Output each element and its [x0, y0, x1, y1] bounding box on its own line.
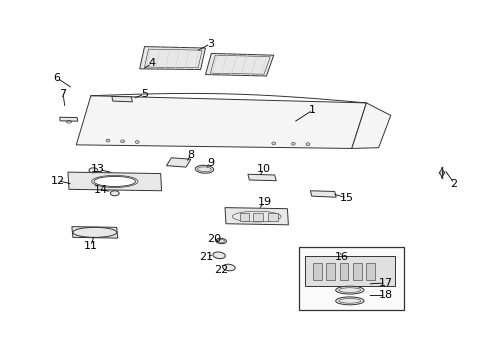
Text: 2: 2 [449, 179, 457, 189]
Polygon shape [352, 263, 361, 280]
Text: 6: 6 [53, 73, 60, 83]
Polygon shape [339, 263, 347, 280]
Polygon shape [310, 191, 335, 197]
Text: 11: 11 [84, 241, 98, 251]
Ellipse shape [222, 264, 235, 271]
Polygon shape [224, 208, 288, 225]
Polygon shape [112, 96, 132, 102]
Text: 17: 17 [378, 278, 392, 288]
Polygon shape [267, 213, 277, 221]
Ellipse shape [335, 297, 363, 305]
Ellipse shape [215, 238, 226, 244]
Text: 15: 15 [339, 193, 353, 203]
Text: 7: 7 [60, 89, 66, 99]
Ellipse shape [291, 142, 295, 145]
Polygon shape [247, 174, 276, 181]
Ellipse shape [73, 227, 117, 237]
Ellipse shape [335, 286, 363, 294]
Ellipse shape [212, 252, 225, 258]
Polygon shape [366, 263, 374, 280]
Text: 4: 4 [148, 58, 155, 68]
Ellipse shape [106, 139, 110, 142]
Ellipse shape [135, 140, 139, 143]
Polygon shape [305, 256, 394, 286]
Ellipse shape [305, 143, 309, 145]
Text: 16: 16 [334, 252, 348, 262]
Text: 8: 8 [187, 150, 194, 160]
Text: 5: 5 [141, 89, 148, 99]
Polygon shape [253, 213, 263, 221]
Ellipse shape [89, 168, 98, 173]
Polygon shape [166, 158, 190, 167]
Polygon shape [326, 263, 334, 280]
Text: 13: 13 [91, 164, 105, 174]
Ellipse shape [271, 142, 275, 145]
Text: 22: 22 [214, 265, 228, 275]
Ellipse shape [94, 176, 135, 186]
Polygon shape [239, 213, 249, 221]
Polygon shape [140, 46, 205, 69]
Ellipse shape [195, 165, 213, 173]
Text: 14: 14 [93, 185, 107, 195]
Polygon shape [351, 103, 390, 148]
Text: 20: 20 [207, 234, 221, 244]
Text: 18: 18 [378, 291, 392, 301]
Polygon shape [68, 172, 161, 191]
Text: 21: 21 [199, 252, 213, 262]
Text: 10: 10 [257, 164, 270, 174]
Polygon shape [60, 117, 78, 121]
Text: 9: 9 [206, 158, 213, 168]
Text: 19: 19 [257, 197, 271, 207]
Polygon shape [76, 96, 366, 148]
Bar [299, 247, 403, 310]
Polygon shape [72, 226, 118, 238]
Text: 1: 1 [308, 105, 316, 115]
Polygon shape [312, 263, 321, 280]
Text: 3: 3 [206, 39, 213, 49]
Text: 12: 12 [51, 176, 65, 186]
Polygon shape [205, 53, 273, 76]
Ellipse shape [110, 191, 119, 196]
Ellipse shape [121, 140, 124, 143]
